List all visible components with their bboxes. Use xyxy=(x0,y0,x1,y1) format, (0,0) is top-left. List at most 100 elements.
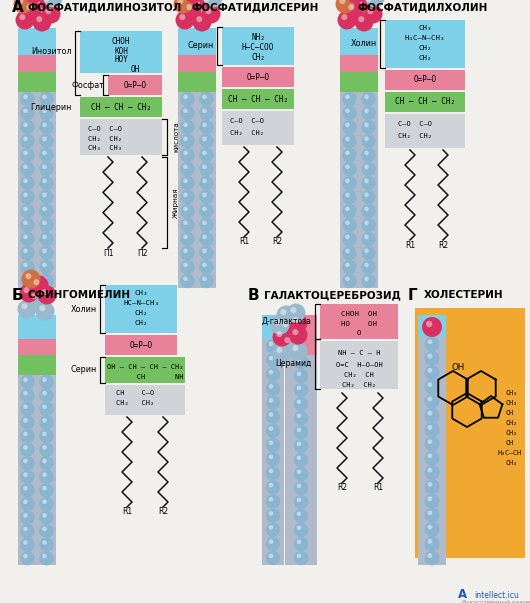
Circle shape xyxy=(345,248,350,253)
Circle shape xyxy=(20,524,34,538)
Bar xyxy=(18,72,56,92)
Circle shape xyxy=(361,120,376,134)
Bar xyxy=(385,70,465,90)
Circle shape xyxy=(269,469,273,473)
Circle shape xyxy=(364,136,369,141)
Circle shape xyxy=(182,1,201,19)
Circle shape xyxy=(293,317,298,323)
Circle shape xyxy=(364,122,369,127)
Circle shape xyxy=(23,165,28,169)
Circle shape xyxy=(269,370,273,374)
Circle shape xyxy=(280,333,299,353)
Circle shape xyxy=(269,483,273,487)
Circle shape xyxy=(365,0,372,2)
Circle shape xyxy=(266,452,280,466)
Circle shape xyxy=(38,285,57,305)
Circle shape xyxy=(342,274,357,288)
Text: CH₂  CH₂: CH₂ CH₂ xyxy=(398,133,432,139)
Circle shape xyxy=(199,106,214,120)
Text: CH: CH xyxy=(505,410,513,416)
Circle shape xyxy=(428,354,432,359)
Text: R2: R2 xyxy=(438,241,448,250)
Circle shape xyxy=(20,415,34,430)
Circle shape xyxy=(39,524,54,538)
Circle shape xyxy=(347,0,366,4)
Circle shape xyxy=(23,95,28,99)
Circle shape xyxy=(23,151,28,155)
Circle shape xyxy=(425,365,439,380)
Circle shape xyxy=(202,207,207,211)
Text: CH₂: CH₂ xyxy=(134,320,148,326)
Circle shape xyxy=(342,106,357,120)
Circle shape xyxy=(345,151,350,155)
Text: R2: R2 xyxy=(272,238,282,247)
Circle shape xyxy=(335,0,355,13)
Circle shape xyxy=(180,106,195,120)
Circle shape xyxy=(345,262,350,267)
Circle shape xyxy=(425,336,439,352)
Text: CH₂: CH₂ xyxy=(505,420,517,426)
Bar xyxy=(285,315,317,355)
Bar xyxy=(222,27,294,65)
Circle shape xyxy=(42,95,47,99)
Text: R1: R1 xyxy=(373,484,383,493)
Circle shape xyxy=(20,537,34,552)
Text: СФИНГОМИЕЛИН: СФИНГОМИЕЛИН xyxy=(28,290,131,300)
Circle shape xyxy=(294,453,308,467)
Circle shape xyxy=(266,367,280,382)
Circle shape xyxy=(26,4,32,10)
Circle shape xyxy=(294,467,308,481)
Circle shape xyxy=(269,554,273,558)
Circle shape xyxy=(23,287,29,293)
Circle shape xyxy=(39,402,54,416)
Circle shape xyxy=(20,190,34,204)
Circle shape xyxy=(277,306,296,324)
Text: Искусственный разум: Искусственный разум xyxy=(462,599,530,603)
Bar xyxy=(385,20,465,68)
Circle shape xyxy=(22,270,40,288)
Circle shape xyxy=(294,425,308,439)
Bar xyxy=(80,119,162,155)
Bar xyxy=(178,28,216,55)
Circle shape xyxy=(180,134,195,148)
Circle shape xyxy=(42,472,47,477)
Text: CHOH  OH: CHOH OH xyxy=(341,311,377,317)
Text: R2: R2 xyxy=(158,508,168,517)
Text: Серин: Серин xyxy=(70,365,97,374)
Circle shape xyxy=(297,511,301,516)
Circle shape xyxy=(23,486,28,490)
Text: R2: R2 xyxy=(337,484,347,493)
Circle shape xyxy=(294,495,308,509)
Circle shape xyxy=(361,274,376,288)
Circle shape xyxy=(364,277,369,281)
Circle shape xyxy=(361,92,376,106)
Circle shape xyxy=(269,440,273,445)
Circle shape xyxy=(361,148,376,162)
Circle shape xyxy=(42,178,47,183)
Circle shape xyxy=(297,371,301,376)
Circle shape xyxy=(204,0,209,2)
Circle shape xyxy=(183,178,188,183)
Text: CH₂: CH₂ xyxy=(134,310,148,316)
Circle shape xyxy=(344,1,364,19)
Bar xyxy=(178,72,216,92)
Circle shape xyxy=(23,122,28,127)
Circle shape xyxy=(41,4,60,24)
Circle shape xyxy=(342,218,357,232)
Bar xyxy=(385,92,465,112)
Circle shape xyxy=(175,10,195,30)
Circle shape xyxy=(42,207,47,211)
Text: CH₂  CH₂: CH₂ CH₂ xyxy=(230,130,264,136)
Text: CH₂: CH₂ xyxy=(418,55,432,61)
Circle shape xyxy=(42,513,47,517)
Text: OH – CH – CH – CH₂: OH – CH – CH – CH₂ xyxy=(107,364,183,370)
Text: CH₃: CH₃ xyxy=(418,25,432,31)
Circle shape xyxy=(425,437,439,452)
Circle shape xyxy=(31,293,38,299)
Circle shape xyxy=(199,260,214,274)
Text: NH₂: NH₂ xyxy=(251,34,265,42)
Circle shape xyxy=(39,92,54,106)
Circle shape xyxy=(42,377,47,382)
Circle shape xyxy=(39,134,54,148)
Circle shape xyxy=(39,274,54,288)
